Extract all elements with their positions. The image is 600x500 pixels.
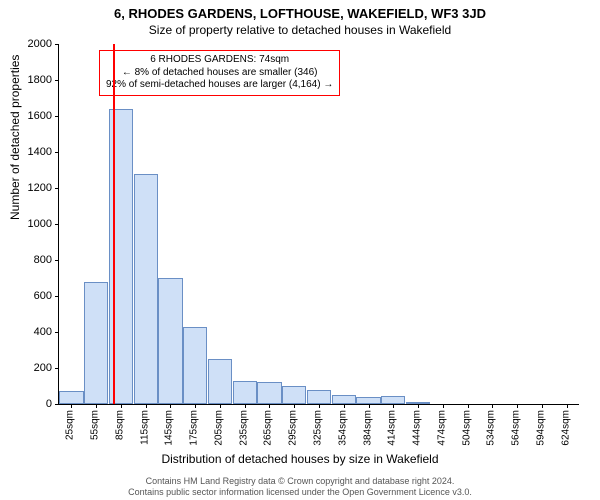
y-axis-label: Number of detached properties [8, 55, 22, 220]
x-tick-mark [220, 404, 221, 408]
x-tick-label: 25sqm [65, 410, 76, 440]
x-tick-mark [468, 404, 469, 408]
y-tick-label: 1400 [22, 146, 52, 158]
histogram-bar [257, 382, 281, 404]
x-tick-label: 235sqm [238, 410, 249, 446]
y-tick-mark [55, 404, 59, 405]
y-tick-label: 600 [22, 290, 52, 302]
x-tick-label: 534sqm [486, 410, 497, 446]
x-tick-label: 175sqm [189, 410, 200, 446]
y-tick-mark [55, 296, 59, 297]
x-tick-label: 325sqm [313, 410, 324, 446]
x-tick-label: 504sqm [461, 410, 472, 446]
y-tick-label: 200 [22, 362, 52, 374]
x-tick-label: 265sqm [263, 410, 274, 446]
histogram-bar [59, 391, 83, 404]
x-tick-label: 205sqm [213, 410, 224, 446]
histogram-bar [84, 282, 108, 404]
x-tick-label: 85sqm [114, 410, 125, 440]
x-tick-mark [121, 404, 122, 408]
x-tick-label: 354sqm [337, 410, 348, 446]
x-tick-mark [443, 404, 444, 408]
y-tick-mark [55, 368, 59, 369]
footer-line2: Contains public sector information licen… [0, 487, 600, 498]
y-tick-mark [55, 332, 59, 333]
histogram-bar [134, 174, 158, 404]
x-tick-label: 444sqm [412, 410, 423, 446]
y-tick-label: 1600 [22, 110, 52, 122]
x-tick-mark [517, 404, 518, 408]
y-tick-mark [55, 116, 59, 117]
plot-area: 6 RHODES GARDENS: 74sqm ← 8% of detached… [58, 44, 579, 405]
histogram-bar [282, 386, 306, 404]
histogram-bar [183, 327, 207, 404]
y-tick-label: 1800 [22, 74, 52, 86]
x-tick-mark [170, 404, 171, 408]
x-tick-label: 474sqm [436, 410, 447, 446]
histogram-bar [109, 109, 133, 404]
x-tick-mark [245, 404, 246, 408]
y-tick-label: 400 [22, 326, 52, 338]
chart-title: 6, RHODES GARDENS, LOFTHOUSE, WAKEFIELD,… [0, 0, 600, 21]
footer-line1: Contains HM Land Registry data © Crown c… [0, 476, 600, 487]
x-tick-label: 624sqm [560, 410, 571, 446]
y-tick-mark [55, 260, 59, 261]
marker-line [113, 44, 115, 404]
x-tick-mark [294, 404, 295, 408]
x-tick-mark [269, 404, 270, 408]
y-tick-label: 800 [22, 254, 52, 266]
annotation-box: 6 RHODES GARDENS: 74sqm ← 8% of detached… [99, 50, 340, 96]
chart-container: 6, RHODES GARDENS, LOFTHOUSE, WAKEFIELD,… [0, 0, 600, 500]
x-tick-mark [96, 404, 97, 408]
histogram-bar [332, 395, 356, 404]
x-tick-mark [195, 404, 196, 408]
y-tick-label: 0 [22, 398, 52, 410]
x-tick-mark [71, 404, 72, 408]
x-tick-label: 55sqm [90, 410, 101, 440]
x-tick-mark [369, 404, 370, 408]
y-tick-mark [55, 80, 59, 81]
histogram-bar [307, 390, 331, 404]
chart-subtitle: Size of property relative to detached ho… [0, 21, 600, 41]
y-tick-mark [55, 224, 59, 225]
annotation-line3: 92% of semi-detached houses are larger (… [106, 79, 333, 92]
y-tick-label: 2000 [22, 38, 52, 50]
histogram-bar [381, 396, 405, 404]
x-tick-label: 115sqm [139, 410, 150, 445]
x-tick-mark [393, 404, 394, 408]
x-tick-mark [418, 404, 419, 408]
x-tick-label: 594sqm [535, 410, 546, 446]
annotation-line1: 6 RHODES GARDENS: 74sqm [106, 54, 333, 67]
x-tick-label: 145sqm [164, 410, 175, 446]
footer-text: Contains HM Land Registry data © Crown c… [0, 476, 600, 498]
annotation-line2: ← 8% of detached houses are smaller (346… [106, 67, 333, 80]
x-tick-mark [492, 404, 493, 408]
x-tick-mark [542, 404, 543, 408]
x-tick-label: 564sqm [511, 410, 522, 446]
x-tick-mark [146, 404, 147, 408]
histogram-bar [158, 278, 182, 404]
x-axis-label: Distribution of detached houses by size … [0, 452, 600, 466]
y-tick-label: 1000 [22, 218, 52, 230]
y-tick-mark [55, 188, 59, 189]
x-tick-mark [319, 404, 320, 408]
x-tick-mark [567, 404, 568, 408]
histogram-bar [233, 381, 257, 404]
x-tick-label: 295sqm [288, 410, 299, 446]
y-tick-mark [55, 44, 59, 45]
histogram-bar [356, 397, 380, 404]
x-tick-mark [344, 404, 345, 408]
x-tick-label: 384sqm [362, 410, 373, 446]
y-tick-label: 1200 [22, 182, 52, 194]
histogram-bar [208, 359, 232, 404]
y-tick-mark [55, 152, 59, 153]
x-tick-label: 414sqm [387, 410, 398, 446]
